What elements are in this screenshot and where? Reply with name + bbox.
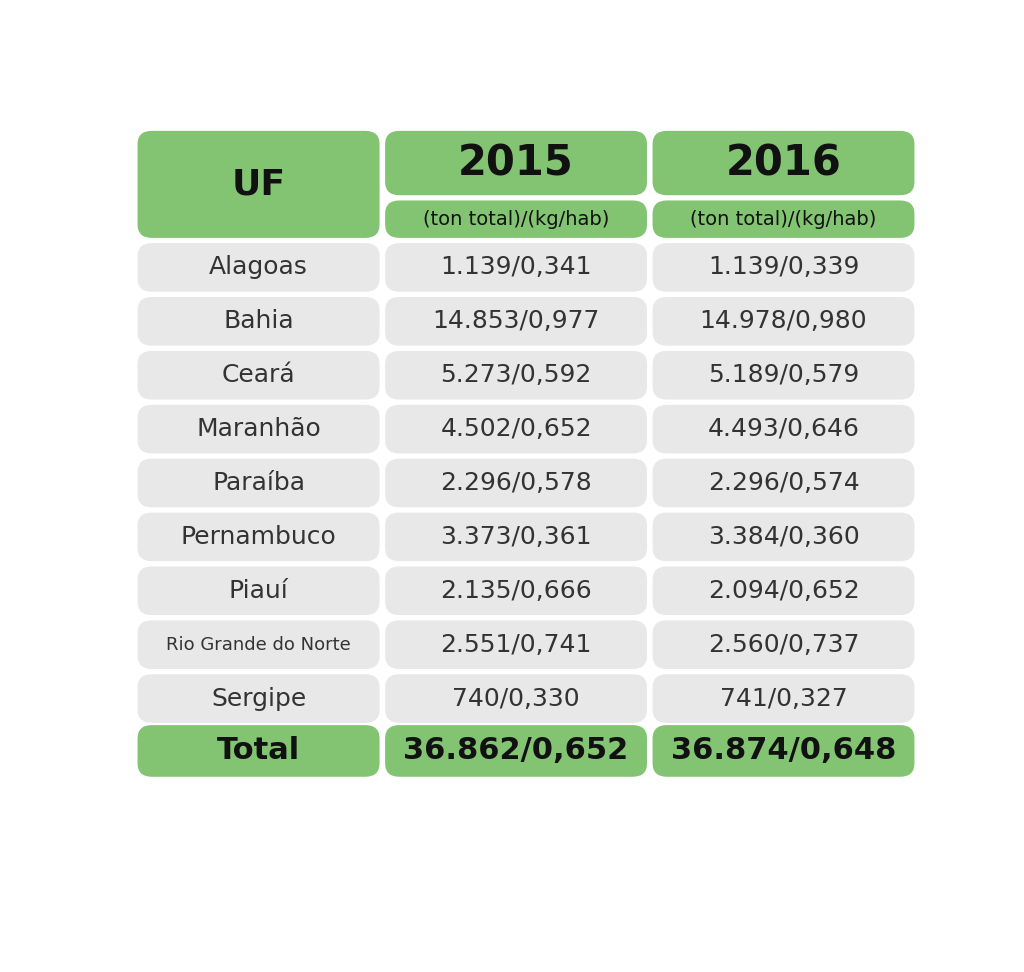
FancyBboxPatch shape — [652, 459, 914, 507]
Text: 2.296/0,578: 2.296/0,578 — [440, 471, 592, 495]
FancyBboxPatch shape — [385, 675, 647, 723]
FancyBboxPatch shape — [385, 200, 647, 238]
Text: 2015: 2015 — [458, 142, 573, 184]
FancyBboxPatch shape — [385, 512, 647, 561]
Text: 741/0,327: 741/0,327 — [720, 686, 848, 711]
FancyBboxPatch shape — [652, 675, 914, 723]
Text: 3.384/0,360: 3.384/0,360 — [708, 525, 859, 549]
Text: 36.862/0,652: 36.862/0,652 — [403, 737, 629, 765]
Text: 1.139/0,339: 1.139/0,339 — [708, 256, 859, 280]
FancyBboxPatch shape — [385, 404, 647, 453]
FancyBboxPatch shape — [385, 459, 647, 507]
Text: 14.853/0,977: 14.853/0,977 — [432, 309, 600, 333]
FancyBboxPatch shape — [652, 404, 914, 453]
FancyBboxPatch shape — [385, 567, 647, 615]
FancyBboxPatch shape — [137, 131, 380, 238]
Text: Paraíba: Paraíba — [212, 471, 305, 495]
Text: 2016: 2016 — [726, 142, 842, 184]
Text: (ton total)/(kg/hab): (ton total)/(kg/hab) — [423, 210, 609, 228]
Text: 2.094/0,652: 2.094/0,652 — [708, 578, 859, 603]
FancyBboxPatch shape — [385, 243, 647, 292]
FancyBboxPatch shape — [137, 351, 380, 399]
FancyBboxPatch shape — [137, 297, 380, 346]
Text: 2.296/0,574: 2.296/0,574 — [708, 471, 859, 495]
FancyBboxPatch shape — [652, 297, 914, 346]
Text: 2.560/0,737: 2.560/0,737 — [708, 633, 859, 657]
Text: Rio Grande do Norte: Rio Grande do Norte — [166, 636, 351, 653]
Text: Bahia: Bahia — [223, 309, 294, 333]
FancyBboxPatch shape — [137, 567, 380, 615]
Text: (ton total)/(kg/hab): (ton total)/(kg/hab) — [690, 210, 877, 228]
FancyBboxPatch shape — [652, 620, 914, 669]
Text: Piauí: Piauí — [228, 578, 289, 603]
Text: UF: UF — [231, 167, 286, 201]
Text: Sergipe: Sergipe — [211, 686, 306, 711]
Text: 2.551/0,741: 2.551/0,741 — [440, 633, 592, 657]
FancyBboxPatch shape — [385, 297, 647, 346]
Text: Ceará: Ceará — [222, 364, 295, 387]
FancyBboxPatch shape — [652, 567, 914, 615]
FancyBboxPatch shape — [137, 512, 380, 561]
FancyBboxPatch shape — [652, 512, 914, 561]
Text: 4.493/0,646: 4.493/0,646 — [708, 417, 859, 441]
FancyBboxPatch shape — [385, 351, 647, 399]
FancyBboxPatch shape — [137, 459, 380, 507]
Text: 36.874/0,648: 36.874/0,648 — [671, 737, 896, 765]
FancyBboxPatch shape — [385, 725, 647, 777]
FancyBboxPatch shape — [137, 404, 380, 453]
Text: Maranhão: Maranhão — [197, 417, 321, 441]
Text: 740/0,330: 740/0,330 — [453, 686, 580, 711]
Text: 3.373/0,361: 3.373/0,361 — [440, 525, 592, 549]
FancyBboxPatch shape — [137, 620, 380, 669]
Text: Pernambuco: Pernambuco — [180, 525, 337, 549]
Text: 4.502/0,652: 4.502/0,652 — [440, 417, 592, 441]
FancyBboxPatch shape — [652, 131, 914, 195]
Text: 5.273/0,592: 5.273/0,592 — [440, 364, 592, 387]
Text: 5.189/0,579: 5.189/0,579 — [708, 364, 859, 387]
FancyBboxPatch shape — [385, 131, 647, 195]
FancyBboxPatch shape — [652, 200, 914, 238]
Text: 2.135/0,666: 2.135/0,666 — [440, 578, 592, 603]
Text: 1.139/0,341: 1.139/0,341 — [440, 256, 592, 280]
FancyBboxPatch shape — [385, 620, 647, 669]
FancyBboxPatch shape — [137, 243, 380, 292]
Text: 14.978/0,980: 14.978/0,980 — [699, 309, 867, 333]
FancyBboxPatch shape — [652, 725, 914, 777]
Text: Alagoas: Alagoas — [209, 256, 308, 280]
FancyBboxPatch shape — [652, 243, 914, 292]
FancyBboxPatch shape — [137, 675, 380, 723]
FancyBboxPatch shape — [652, 351, 914, 399]
FancyBboxPatch shape — [137, 725, 380, 777]
Text: Total: Total — [217, 737, 300, 765]
